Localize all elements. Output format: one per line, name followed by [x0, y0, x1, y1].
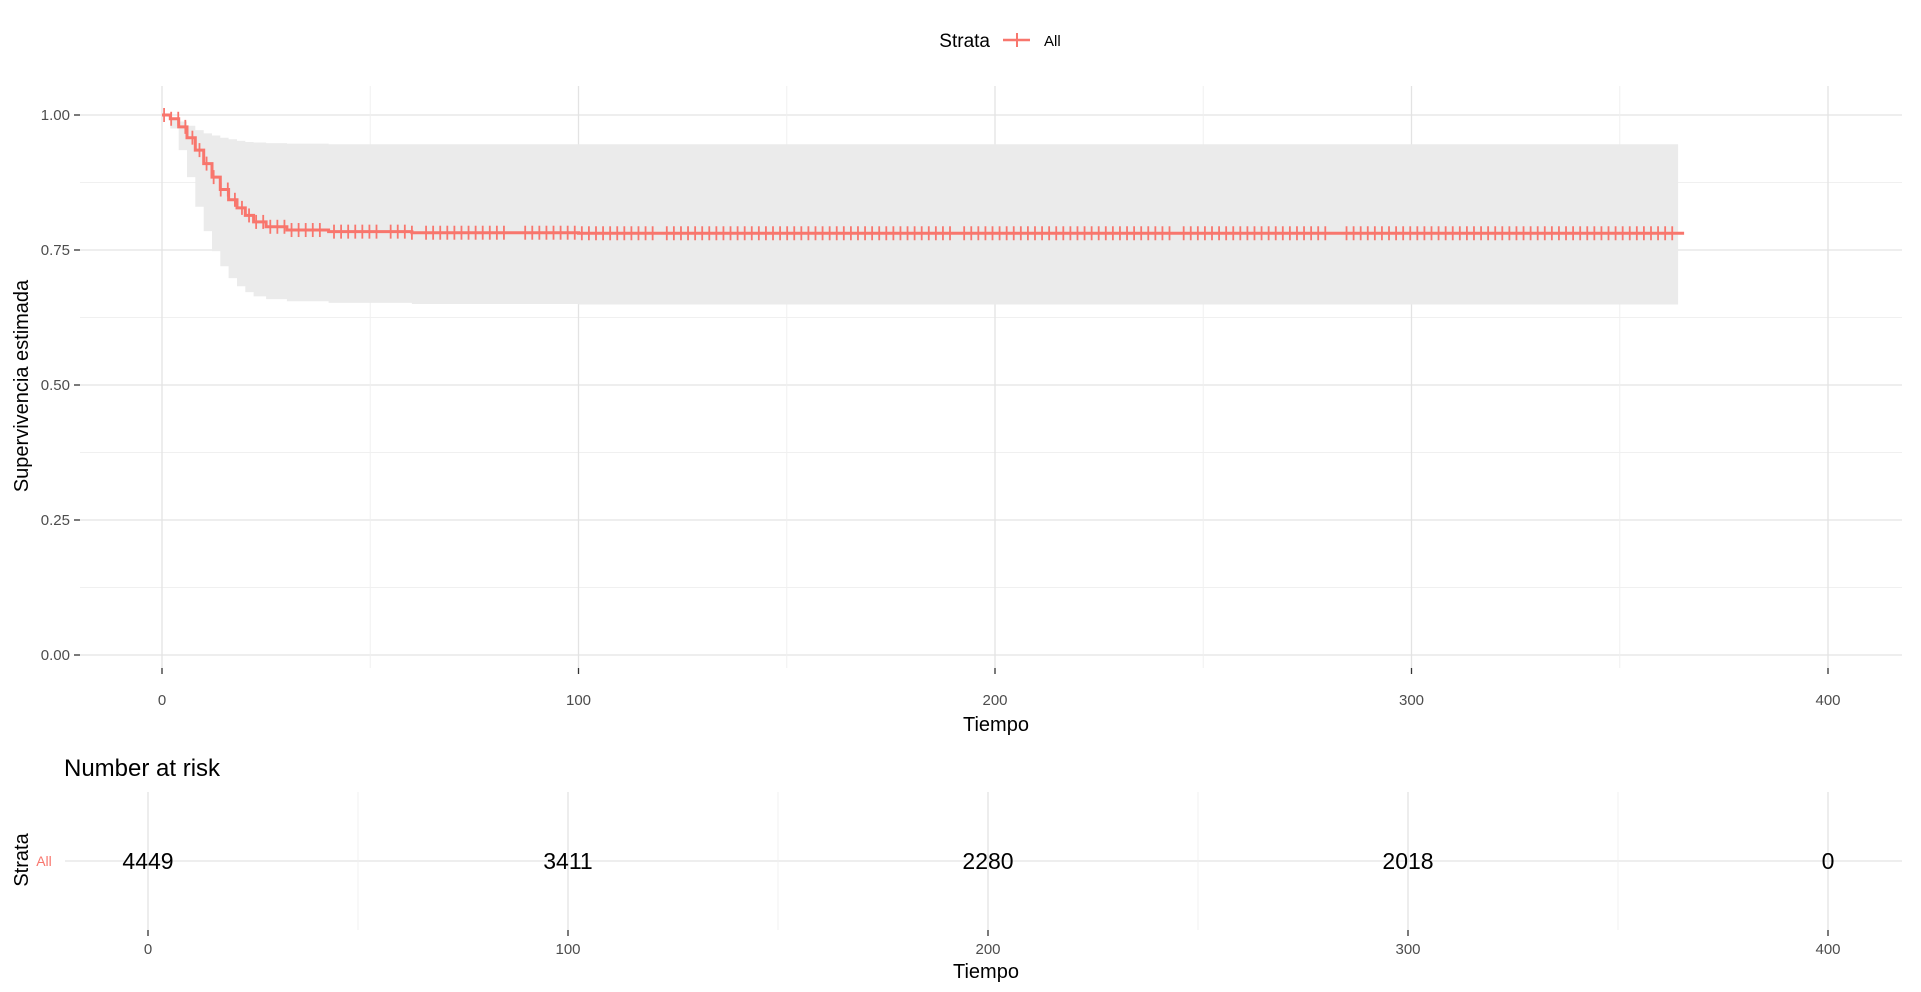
- x-tick-label: 100: [566, 692, 591, 709]
- x-tick-label: 400: [1815, 692, 1840, 709]
- risk-table-x-title: Tiempo: [953, 961, 1019, 983]
- y-tick-label: 0.25: [41, 512, 70, 529]
- y-tick-label: 1.00: [41, 107, 70, 124]
- risk-x-tick-label: 400: [1815, 941, 1840, 958]
- y-axis-ticks: 0.00 0.25 0.50 0.75 1.00: [41, 107, 80, 664]
- y-tick-label: 0.00: [41, 647, 70, 664]
- risk-table-title: Number at risk: [64, 755, 221, 782]
- y-tick-label: 0.75: [41, 242, 70, 259]
- risk-table-strata-label: All: [36, 853, 52, 869]
- risk-table-gridlines: [65, 792, 1902, 930]
- risk-value: 4449: [122, 848, 173, 874]
- risk-table-x-ticks: 0 100 200 300 400: [144, 930, 1841, 958]
- risk-table-y-title: Strata: [11, 832, 33, 886]
- risk-value: 0: [1822, 848, 1835, 874]
- risk-table-values: 4449 3411 2280 2018 0: [122, 848, 1834, 874]
- risk-x-tick-label: 300: [1395, 941, 1420, 958]
- risk-value: 2280: [962, 848, 1013, 874]
- risk-x-tick-label: 200: [975, 941, 1000, 958]
- censor-marks: [163, 108, 1674, 241]
- risk-x-tick-label: 100: [555, 941, 580, 958]
- x-tick-label: 0: [158, 692, 166, 709]
- x-axis-title: Tiempo: [963, 714, 1029, 736]
- legend-entry-label: All: [1044, 33, 1061, 50]
- legend: Strata All: [939, 31, 1060, 52]
- risk-value: 2018: [1382, 848, 1433, 874]
- y-tick-label: 0.50: [41, 377, 70, 394]
- risk-x-tick-label: 0: [144, 941, 152, 958]
- main-gridlines: [80, 86, 1902, 668]
- risk-value: 3411: [543, 848, 592, 874]
- x-axis-ticks: 0 100 200 300 400: [158, 668, 1841, 709]
- x-tick-label: 200: [982, 692, 1007, 709]
- y-axis-title: Supervivencia estimada: [11, 279, 33, 492]
- x-tick-label: 300: [1399, 692, 1424, 709]
- confidence-band: [162, 115, 1679, 305]
- legend-title: Strata: [939, 31, 990, 52]
